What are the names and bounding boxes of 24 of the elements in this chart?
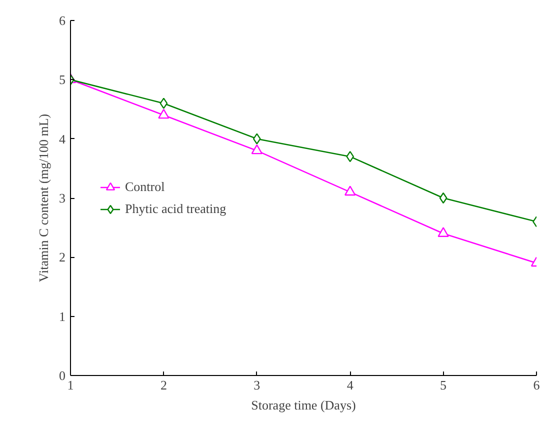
y-tick-label: 4 <box>59 131 66 146</box>
y-tick-label: 1 <box>59 308 66 324</box>
point <box>438 227 449 237</box>
x-tick-label: 4 <box>346 378 354 392</box>
point <box>252 133 261 144</box>
y-axis-title: Vitamin C content (mg/100 mL) <box>36 114 51 282</box>
point <box>344 186 356 196</box>
legend-label: Phytic acid treating <box>125 200 226 216</box>
y-tick-label: 0 <box>59 368 66 383</box>
point <box>158 108 170 119</box>
y-tick-label: 3 <box>59 190 66 206</box>
y-tick-label: 2 <box>59 250 66 265</box>
legend-label: Control <box>125 178 165 194</box>
point <box>439 192 448 204</box>
y-tick-label: 6 <box>59 13 66 28</box>
x-tick-label: 6 <box>533 378 540 392</box>
point <box>251 144 262 154</box>
x-tick-label: 3 <box>254 378 260 392</box>
x-tick-label: 2 <box>160 378 167 392</box>
point <box>346 150 354 162</box>
x-axis-title: Storage time (Days) <box>251 398 356 412</box>
y-tick-label: 5 <box>59 72 66 88</box>
point <box>160 98 168 109</box>
x-tick-label: 5 <box>440 378 447 392</box>
